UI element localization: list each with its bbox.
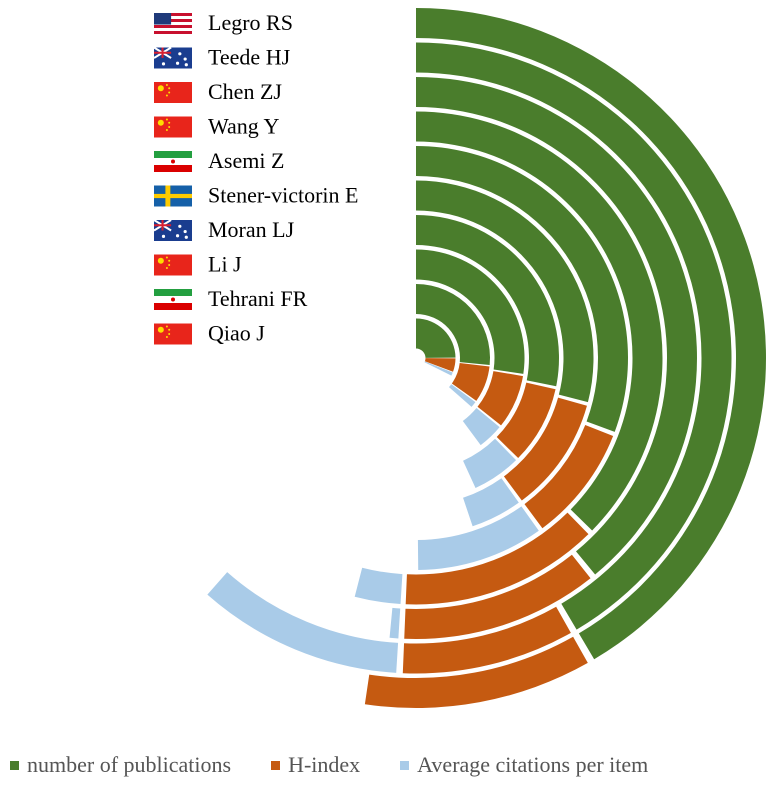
legend-item-h-index: H-index <box>271 752 360 778</box>
ir-flag <box>154 289 192 310</box>
bar-avg-citations-8 <box>462 408 500 446</box>
legend-swatch-h-index <box>271 760 281 770</box>
se-flag <box>154 185 192 207</box>
bar-h-index-2 <box>402 606 571 674</box>
legend-swatch-avg-citations <box>400 760 410 770</box>
bar-avg-citations-5 <box>417 506 539 570</box>
bar-avg-citations-3 <box>389 607 401 639</box>
bar-publications-5 <box>416 146 629 432</box>
bar-h-index-10 <box>424 358 456 372</box>
cn-flag <box>154 323 192 345</box>
bar-publications-10 <box>416 318 456 358</box>
author-label-4: Wang Y <box>208 114 279 139</box>
bar-publications-7 <box>416 215 559 387</box>
legend-label-avg-citations: Average citations per item <box>417 752 649 777</box>
ir-flag <box>154 151 192 172</box>
au-flag <box>153 219 192 241</box>
legend: number of publications H-index Average c… <box>10 752 648 778</box>
legend-label-publications: number of publications <box>27 752 232 777</box>
bar-h-index-5 <box>524 424 614 529</box>
bar-publications-6 <box>416 180 594 403</box>
author-label-3: Chen ZJ <box>208 79 282 104</box>
bar-h-index-9 <box>451 363 490 401</box>
au-flag <box>153 46 192 69</box>
legend-item-publications: number of publications <box>10 752 231 778</box>
author-label-10: Qiao J <box>208 321 265 346</box>
bar-publications-1 <box>416 8 766 660</box>
bar-h-index-3 <box>404 554 591 640</box>
author-label-5: Asemi Z <box>208 148 284 173</box>
bar-publications-3 <box>416 77 697 575</box>
author-labels: Legro RS Teede HJ Chen ZJ Wang Y Asemi Z Sten… <box>153 10 358 346</box>
bar-avg-citations-4 <box>354 567 403 605</box>
bar-publications-4 <box>416 111 663 531</box>
bar-avg-citations-9 <box>449 384 476 407</box>
author-label-6: Stener-victorin E <box>208 183 358 208</box>
bar-publications-2 <box>416 42 732 630</box>
bar-publications-8 <box>416 249 525 374</box>
bar-avg-citations-10 <box>424 361 453 376</box>
bar-avg-citations-6 <box>463 478 519 527</box>
author-label-7: Moran LJ <box>208 217 295 242</box>
bar-publications-9 <box>416 284 490 365</box>
bar-h-index-7 <box>496 382 556 459</box>
bar-h-index-8 <box>477 371 523 426</box>
us-flag <box>154 13 192 34</box>
author-label-8: Li J <box>208 252 242 277</box>
cn-flag <box>154 82 192 103</box>
legend-item-avg-citations: Average citations per item <box>400 752 648 778</box>
author-label-2: Teede HJ <box>208 45 291 70</box>
bar-h-index-6 <box>503 397 587 501</box>
legend-label-h-index: H-index <box>288 752 361 777</box>
author-label-9: Tehrani FR <box>208 286 308 311</box>
bar-h-index-4 <box>405 512 589 605</box>
cn-flag <box>154 254 192 276</box>
bar-h-index-1 <box>364 636 588 708</box>
cn-flag <box>154 116 192 138</box>
legend-swatch-publications <box>10 760 19 770</box>
bar-avg-citations-7 <box>463 438 517 489</box>
bar-avg-citations-2 <box>207 572 399 673</box>
rings <box>207 8 766 708</box>
author-label-1: Legro RS <box>208 10 293 35</box>
